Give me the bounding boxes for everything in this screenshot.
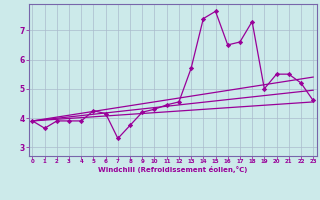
X-axis label: Windchill (Refroidissement éolien,°C): Windchill (Refroidissement éolien,°C) <box>98 166 247 173</box>
